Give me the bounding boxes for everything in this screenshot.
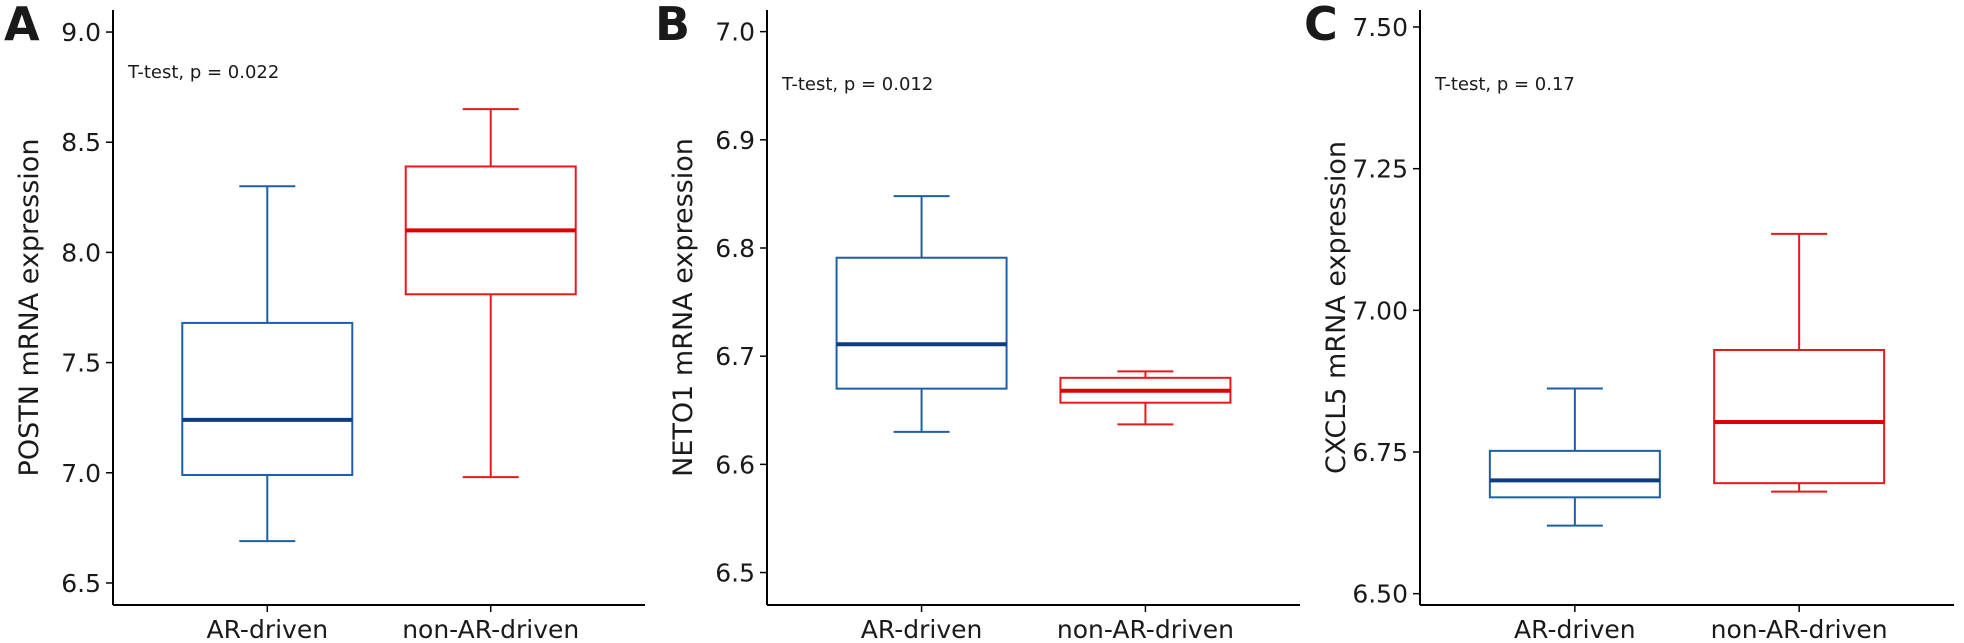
y-tick-label: 7.50 — [1352, 13, 1408, 42]
x-tick-label: non-AR-driven — [1711, 615, 1888, 643]
y-tick-label: 6.5 — [715, 559, 755, 588]
y-tick-label: 8.0 — [61, 238, 101, 267]
y-tick-label: 7.0 — [61, 459, 101, 488]
y-tick-label: 7.5 — [61, 349, 101, 378]
y-tick-label: 6.9 — [715, 126, 755, 155]
panel-letter: B — [655, 0, 690, 51]
iqr-box — [1713, 349, 1886, 485]
y-tick-label: 7.25 — [1352, 155, 1408, 184]
ttest-annotation: T-test, p = 0.012 — [781, 74, 933, 95]
x-tick-label: AR-driven — [861, 615, 983, 643]
box-non-ar-driven — [1059, 370, 1232, 426]
box-ar-driven — [1488, 387, 1661, 527]
box-non-ar-driven — [404, 108, 577, 479]
ttest-annotation: T-test, p = 0.17 — [1434, 74, 1575, 95]
panel-b: B 6.5 6.6 6.7 6.8 6.9 7.0 AR-driven non-AR-drive… — [655, 0, 1300, 643]
panel-a: A 6.5 7.0 7.5 8.0 8.5 9.0 AR-driven non-AR-drive… — [4, 0, 645, 643]
y-axis-label: POSTN mRNA expression — [14, 139, 45, 477]
iqr-box — [1488, 449, 1661, 499]
y-tick-label: 6.5 — [61, 569, 101, 598]
y-tick-label: 6.50 — [1352, 580, 1408, 609]
y-axis-label: NETO1 mRNA expression — [668, 138, 699, 477]
x-tick-label: non-AR-driven — [402, 615, 579, 643]
y-tick-label: 8.5 — [61, 128, 101, 157]
y-tick-label: 7.0 — [715, 18, 755, 47]
box-ar-driven — [835, 195, 1008, 433]
x-tick-label: AR-driven — [1514, 615, 1636, 643]
panel-letter: A — [4, 0, 40, 51]
y-tick-label: 6.8 — [715, 234, 755, 263]
y-tick-label: 6.6 — [715, 450, 755, 479]
panel-letter: C — [1304, 0, 1338, 51]
iqr-box — [835, 256, 1008, 390]
box-non-ar-driven — [1713, 232, 1886, 493]
y-tick-label: 6.75 — [1352, 438, 1408, 467]
ttest-annotation: T-test, p = 0.022 — [127, 62, 279, 83]
panel-c: C 6.50 6.75 7.00 7.25 7.50 AR-driven non-AR-dri… — [1304, 0, 1954, 643]
iqr-box — [181, 321, 354, 476]
x-tick-label: non-AR-driven — [1057, 615, 1234, 643]
y-tick-label: 7.00 — [1352, 296, 1408, 325]
y-tick-label: 6.7 — [715, 342, 755, 371]
y-tick-label: 9.0 — [61, 18, 101, 47]
box-ar-driven — [181, 185, 354, 543]
y-axis-label: CXCL5 mRNA expression — [1321, 141, 1352, 474]
x-tick-label: AR-driven — [206, 615, 328, 643]
